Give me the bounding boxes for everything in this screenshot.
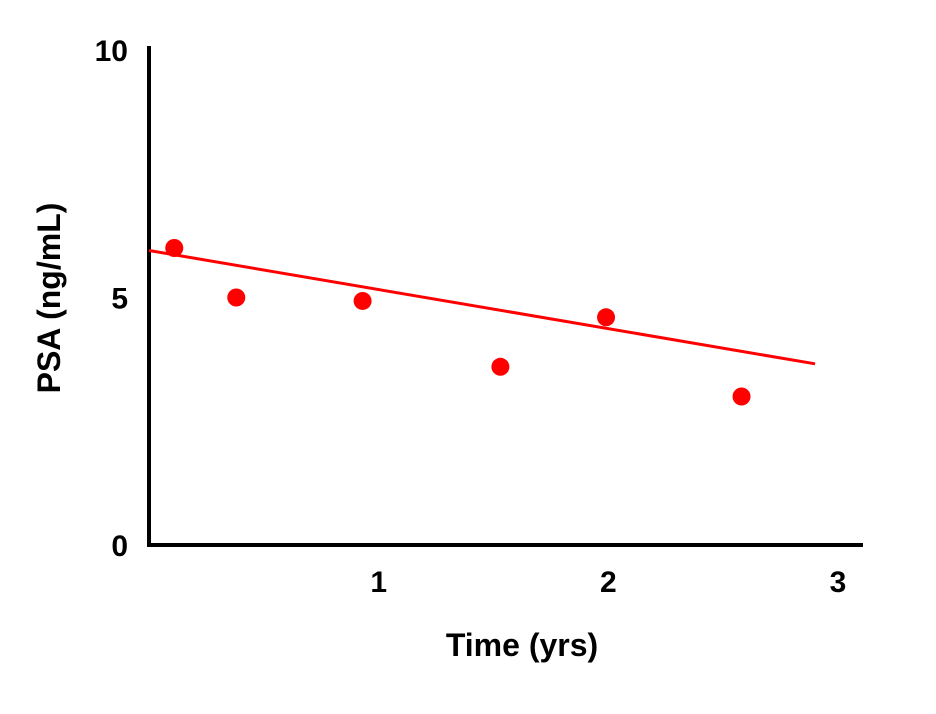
data-point-1	[165, 239, 184, 257]
x-tick-label-1: 1	[370, 566, 387, 599]
x-tick-label-3: 3	[830, 566, 847, 599]
data-point-4	[491, 357, 510, 376]
data-point-2	[227, 288, 246, 307]
trendline-group	[148, 248, 816, 366]
y-tick-label-5: 5	[111, 283, 128, 316]
data-point-3	[353, 291, 372, 310]
trendline	[148, 248, 816, 366]
data-point-5	[597, 308, 616, 327]
tick-labels: 1 2 3 0 5 10	[95, 35, 847, 599]
axes	[147, 46, 863, 547]
x-axis-title: Time (yrs)	[446, 627, 598, 663]
data-point-6	[732, 387, 751, 406]
y-axis-title: PSA (ng/mL)	[31, 203, 67, 394]
data-points	[165, 239, 751, 406]
x-tick-label-2: 2	[600, 566, 617, 599]
y-tick-label-10: 10	[95, 35, 128, 68]
y-tick-label-0: 0	[111, 530, 128, 563]
